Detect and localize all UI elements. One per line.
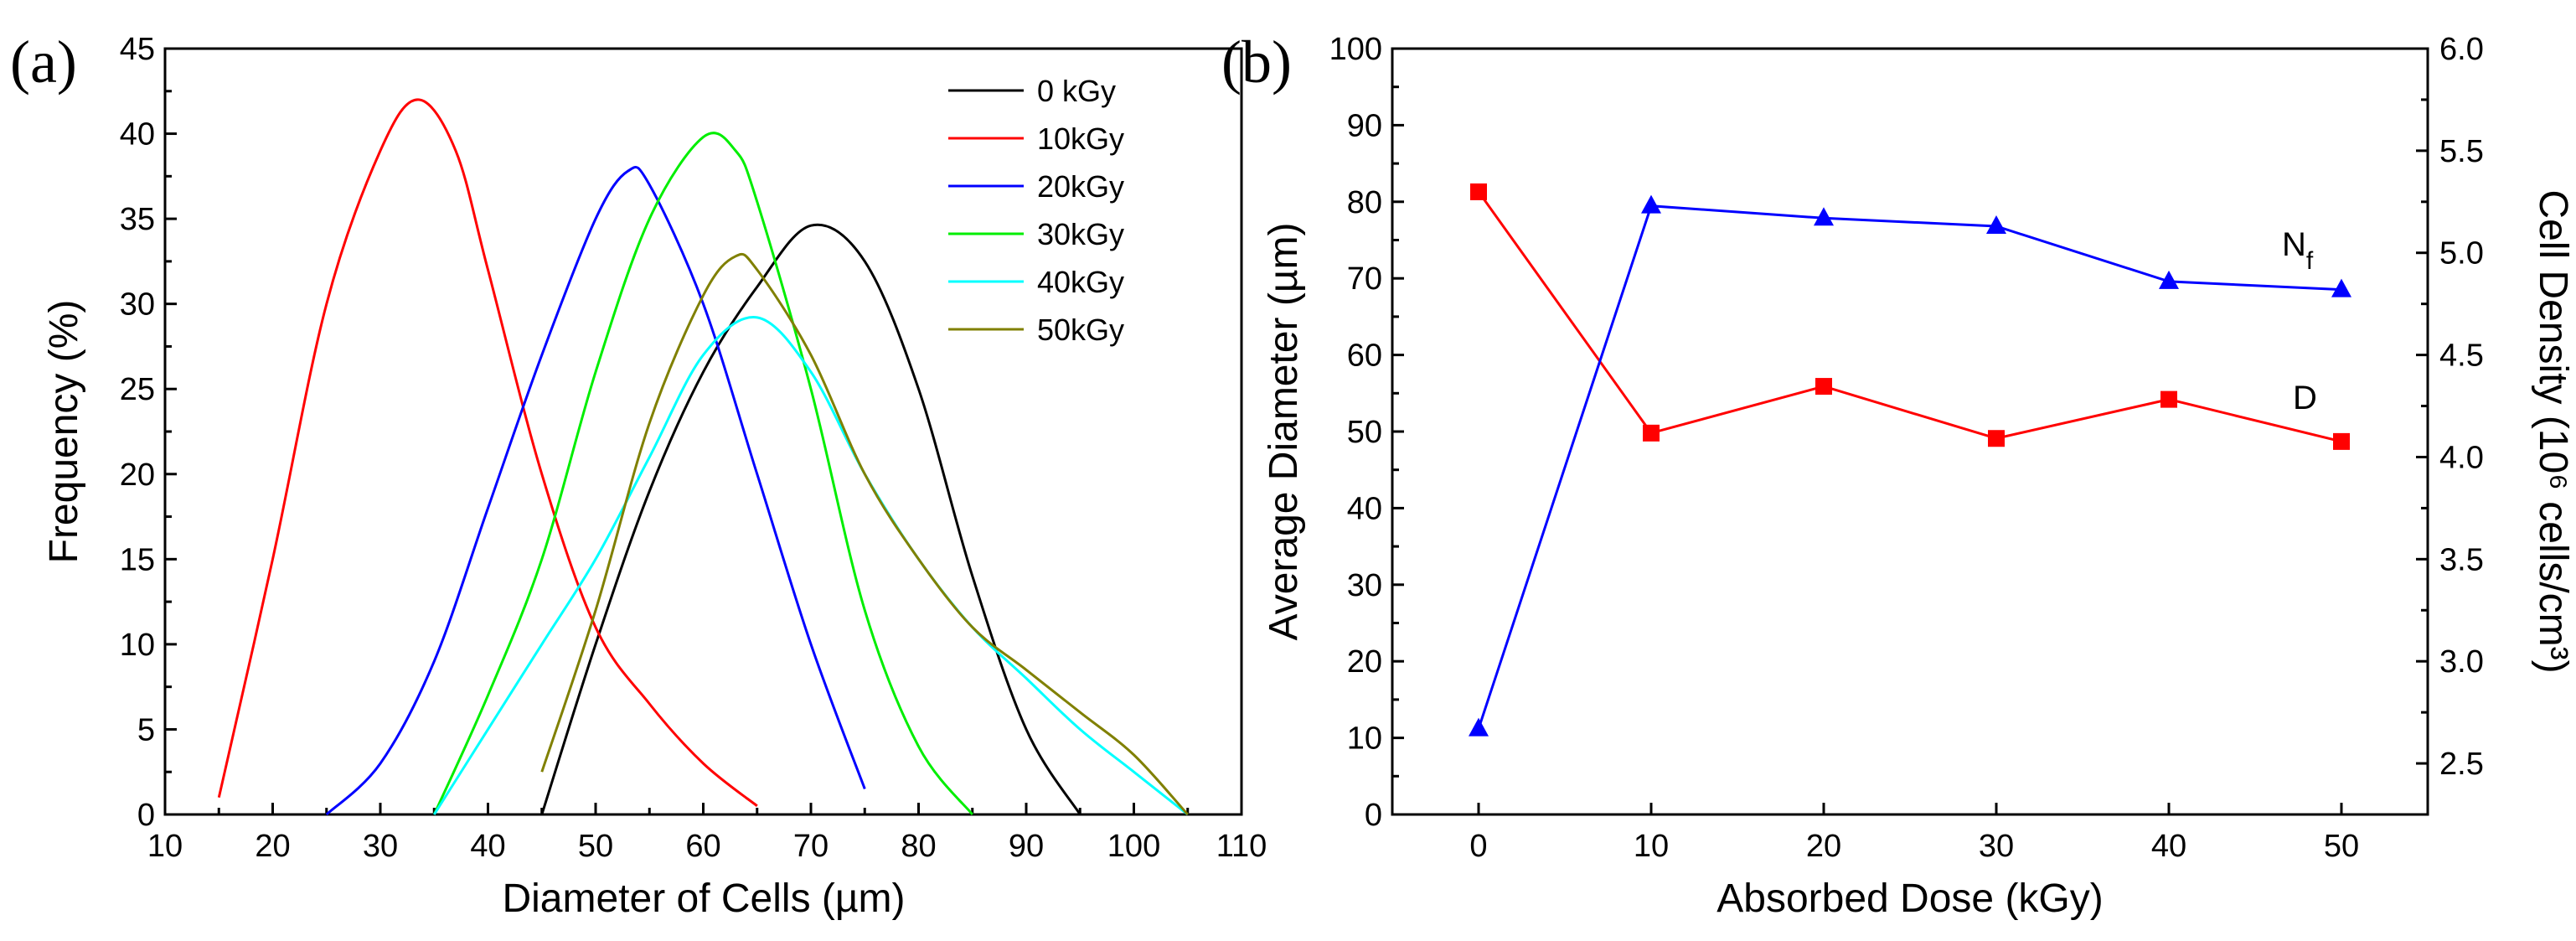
x-tick-label-a: 110 [1216,829,1267,864]
data-point-square [2160,390,2177,408]
x-tick-label-a: 40 [470,829,505,864]
x-tick-label-b: 30 [1979,829,2014,864]
data-point-triangle [1641,194,1661,214]
x-tick-label-a: 30 [363,829,398,864]
legend-label: 10kGy [1037,122,1124,156]
legend-label: 40kGy [1037,265,1124,299]
series-line-a [325,165,866,816]
legend-label: 50kGy [1037,313,1124,347]
ticks-a: 10 20 30 40 50 60 70 80 90 100 110 0 5 10 15 20 25 30 35 40… [120,32,1267,864]
y2-tick-label-b: 3.5 [2439,542,2484,577]
legend-label: 0 kGy [1037,74,1116,108]
series-line-b [1477,191,2342,443]
y2-tick-label-b: 6.0 [2439,32,2484,67]
y-tick-label-a: 25 [120,372,155,407]
y-tick-label-a: 0 [137,798,155,833]
data-point-triangle [1814,207,1834,226]
series-label-nf-subscript: f [2306,247,2314,275]
y-tick-label-a: 10 [120,628,155,663]
x-tick-label-b: 10 [1634,829,1669,864]
data-point-triangle [2159,270,2179,289]
y-tick-label-a: 45 [120,32,155,67]
y-tick-label-a: 5 [137,712,155,747]
y-axis-title-b: Average Diameter (µm) [1262,223,1306,641]
series-label-nf: Nf [2282,226,2314,275]
y-tick-label-a: 20 [120,458,155,493]
data-point-triangle [2331,278,2351,297]
y-axis-title-a: Frequency (%) [42,300,86,564]
y-tick-label-b: 40 [1347,491,1382,526]
series-a [217,98,1189,816]
series-line-a [433,316,1189,816]
x-tick-label-b: 40 [2151,829,2186,864]
data-point-square [1470,183,1487,200]
y-tick-label-b: 80 [1347,185,1382,220]
y-tick-label-b: 0 [1365,798,1382,833]
y2-tick-label-b: 5.5 [2439,134,2484,169]
series-label-d: D [2293,380,2317,416]
data-point-triangle [1986,215,2006,235]
x-tick-label-b: 50 [2324,829,2359,864]
x-tick-label-a: 20 [255,829,290,864]
y-tick-label-b: 10 [1347,721,1382,757]
x-tick-label-a: 100 [1107,829,1160,864]
x-tick-label-a: 70 [793,829,829,864]
plot-frame-a [163,47,1243,816]
x-tick-label-a: 10 [147,829,183,864]
legend-a: 0 kGy 10kGy 20kGy 30kGy 40kGy 50kGy [948,74,1124,347]
y-tick-label-b: 50 [1347,415,1382,450]
data-point-square [1815,378,1832,396]
y-tick-label-a: 15 [120,542,155,577]
chart-a: (a) 10 20 30 40 50 60 70 80 90 100 110 0 5 10 15 20 25 30… [10,28,1267,921]
x-tick-label-a: 90 [1009,829,1044,864]
panel-b-label: (b) [1221,28,1292,96]
series-line-b [1477,204,2342,730]
y-tick-label-a: 35 [120,202,155,237]
x-axis-title-a: Diameter of Cells (µm) [502,876,905,921]
y-tick-label-a: 30 [120,287,155,323]
x-tick-label-b: 0 [1469,829,1487,864]
plot-frame-b [1391,47,2429,816]
series-line-a [217,98,758,807]
series-annotations-b: D Nf [2282,226,2317,416]
series-b [1469,183,2351,737]
x-axis-title-b: Absorbed Dose (kGy) [1716,876,2104,921]
y-tick-label-b: 70 [1347,261,1382,297]
data-point-square [2333,432,2350,450]
y2-tick-label-b: 4.5 [2439,339,2484,374]
y-tick-label-b: 60 [1347,339,1382,374]
legend-label: 20kGy [1037,169,1124,204]
y2-axis-title-b: Cell Density (10⁶ cells/cm³) [2531,189,2575,673]
panel-a-label: (a) [10,28,77,96]
y2-tick-label-b: 5.0 [2439,236,2484,271]
data-point-square [1988,430,2005,447]
series-line-a [432,132,973,815]
x-tick-label-a: 80 [901,829,936,864]
series-line-a [540,252,1189,816]
y-tick-label-b: 30 [1347,568,1382,603]
y2-tick-label-b: 2.5 [2439,747,2484,782]
x-tick-label-b: 20 [1806,829,1841,864]
ticks-b: 0 10 20 30 40 50 0 10 20 30 40 50 60 70 80 90 100 2.5 3.0 3… [1329,32,2484,864]
y2-tick-label-b: 4.0 [2439,440,2484,475]
legend-label: 30kGy [1037,217,1124,251]
x-tick-label-a: 60 [685,829,720,864]
y2-tick-label-b: 3.0 [2439,644,2484,680]
data-point-triangle [1469,717,1489,737]
series-line-a [540,223,1082,815]
x-tick-label-a: 50 [578,829,613,864]
y-tick-label-b: 20 [1347,644,1382,680]
y-tick-label-b: 100 [1329,32,1382,67]
y-tick-label-a: 40 [120,117,155,153]
data-point-square [1643,424,1660,442]
chart-b: (b) 0 10 20 30 40 50 0 10 20 30 40 50 60 70 80 90 100 2.5… [1221,28,2575,921]
y-tick-label-b: 90 [1347,108,1382,143]
